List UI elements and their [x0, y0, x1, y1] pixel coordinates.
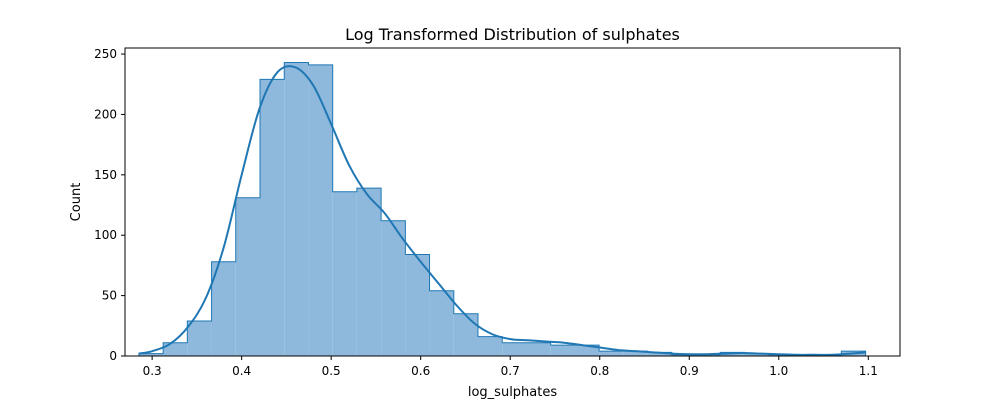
histogram-bar: [284, 62, 309, 357]
histogram-bar: [235, 197, 261, 356]
histogram-bar: [381, 220, 406, 356]
histogram-bar: [502, 342, 527, 356]
histogram-bar: [671, 354, 697, 356]
histogram-bar: [260, 79, 285, 356]
y-tick-label: 0: [109, 349, 117, 363]
y-axis: 0 50 100 150 200 250: [94, 47, 125, 363]
x-axis: 0.3 0.4 0.5 0.6 0.7 0.8 0.9 1.0 1.1: [143, 356, 878, 378]
y-tick-label: 150: [94, 168, 117, 182]
histogram-bar: [623, 351, 648, 356]
histogram-bar: [647, 352, 672, 356]
histogram-bar: [429, 290, 454, 356]
x-tick-label: 0.8: [590, 364, 609, 378]
histogram-bar: [477, 336, 503, 356]
x-tick-label: 0.6: [411, 364, 430, 378]
histogram-bar: [211, 261, 236, 356]
y-tick-label: 250: [94, 47, 117, 61]
chart-title: Log Transformed Distribution of sulphate…: [345, 25, 680, 44]
y-axis-label: Count: [69, 183, 84, 222]
histogram-bar: [332, 191, 357, 356]
histogram-bar: [526, 342, 551, 356]
x-tick-label: 0.9: [680, 364, 699, 378]
histogram-bar: [187, 320, 212, 356]
histogram-bar: [405, 254, 430, 356]
x-tick-label: 0.5: [322, 364, 341, 378]
plot-frame: [124, 47, 901, 357]
x-tick-label: 1.1: [859, 364, 878, 378]
histogram-bar: [768, 354, 793, 356]
y-tick-label: 200: [94, 107, 117, 121]
bars-layer: [138, 61, 867, 357]
x-axis-label: log_sulphates: [468, 385, 557, 400]
histogram-bar: [308, 64, 333, 357]
x-tick-label: 1.0: [769, 364, 788, 378]
histogram-bar: [138, 353, 164, 356]
histogram-bar: [574, 345, 600, 356]
histogram-bar: [453, 313, 478, 356]
x-tick-label: 0.7: [501, 364, 520, 378]
x-tick-label: 0.4: [232, 364, 251, 378]
histogram-bar: [550, 345, 575, 356]
x-tick-label: 0.3: [143, 364, 162, 378]
kde-line: [138, 65, 866, 356]
y-tick-label: 50: [102, 289, 117, 303]
y-tick-label: 100: [94, 228, 117, 242]
histogram-bar: [356, 188, 382, 356]
histogram-bar: [163, 342, 188, 356]
histogram-bar: [696, 354, 721, 356]
histogram-bar: [744, 353, 769, 356]
histogram-bar: [599, 351, 624, 356]
